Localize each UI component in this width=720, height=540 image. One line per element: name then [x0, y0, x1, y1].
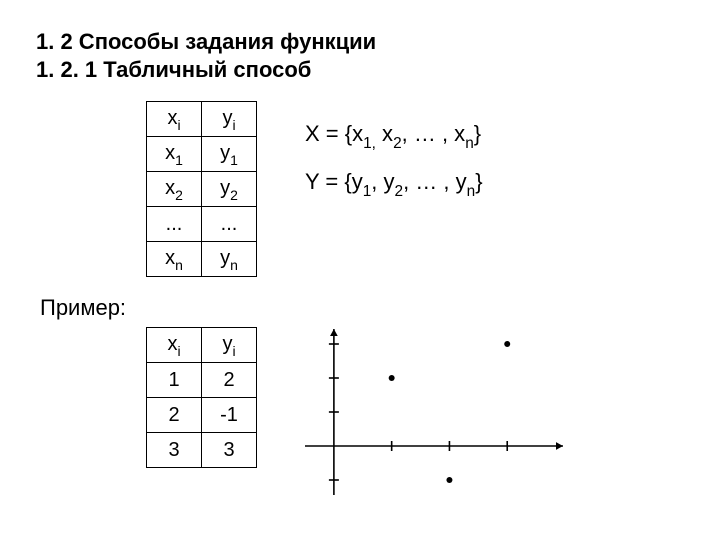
cell-sub: n	[230, 257, 238, 273]
table-row: 1 2	[147, 363, 257, 398]
set-definitions: X = {x1, x2, … , xn} Y = {y1, y2, … , yn…	[305, 101, 483, 206]
cell: 3	[147, 433, 202, 468]
set-x: X = {x1, x2, … , xn}	[305, 111, 483, 159]
table-row: x1 y1	[147, 137, 257, 172]
set-y: Y = {y1, y2, … , yn}	[305, 159, 483, 207]
cell-sub: 2	[230, 187, 238, 203]
cell: ...	[202, 207, 257, 242]
cell-text: x	[165, 142, 175, 164]
table-row: ... ...	[147, 207, 257, 242]
cell: xn	[147, 242, 202, 277]
text: , … , y	[403, 169, 467, 194]
scatter-chart	[305, 327, 565, 497]
cell-sub: 1	[175, 152, 183, 168]
cell-text: x	[167, 107, 177, 129]
cell: 3	[202, 433, 257, 468]
table-row: 2 -1	[147, 398, 257, 433]
table-row: 3 3	[147, 433, 257, 468]
table-row: xi yi	[147, 102, 257, 137]
heading-line-2: 1. 2. 1 Табличный способ	[36, 56, 684, 84]
cell: yi	[202, 328, 257, 363]
definition-table: xi yi x1 y1 x2 y2 ... ... xn yn	[146, 101, 257, 277]
cell: xi	[147, 328, 202, 363]
text: }	[475, 169, 482, 194]
cell-text: x	[165, 247, 175, 269]
slide: 1. 2 Способы задания функции 1. 2. 1 Таб…	[0, 0, 720, 540]
cell: 2	[147, 398, 202, 433]
cell: y1	[202, 137, 257, 172]
sub: 2	[393, 135, 402, 152]
text: Y = {y	[305, 169, 363, 194]
example-table: xi yi 1 2 2 -1 3 3	[146, 327, 257, 468]
heading-line-1: 1. 2 Способы задания функции	[36, 28, 684, 56]
sub: 2	[395, 183, 404, 200]
sub: 1,	[363, 135, 376, 152]
cell: yn	[202, 242, 257, 277]
cell-text: y	[220, 142, 230, 164]
sub: n	[465, 135, 474, 152]
cell: xi	[147, 102, 202, 137]
table-row: xn yn	[147, 242, 257, 277]
cell: x2	[147, 172, 202, 207]
cell-text: y	[220, 247, 230, 269]
text: }	[474, 121, 481, 146]
table-row: xi yi	[147, 328, 257, 363]
cell-sub: 1	[230, 152, 238, 168]
cell: yi	[202, 102, 257, 137]
text: , y	[371, 169, 394, 194]
cell-text: y	[222, 333, 232, 355]
cell-text: x	[165, 177, 175, 199]
cell-text: y	[222, 107, 232, 129]
cell: x1	[147, 137, 202, 172]
cell-sub: 2	[175, 187, 183, 203]
example-label: Пример:	[40, 295, 684, 321]
table-row: x2 y2	[147, 172, 257, 207]
sub: n	[467, 183, 476, 200]
sub: 1	[363, 183, 372, 200]
cell-sub: i	[232, 343, 235, 359]
cell: 2	[202, 363, 257, 398]
text: , … , x	[402, 121, 466, 146]
text: X = {x	[305, 121, 363, 146]
row-table-and-sets: xi yi x1 y1 x2 y2 ... ... xn yn X = {x1	[146, 101, 684, 277]
cell-sub: n	[175, 257, 183, 273]
cell-sub: i	[232, 117, 235, 133]
cell-sub: i	[177, 343, 180, 359]
text: x	[376, 121, 393, 146]
cell-sub: i	[177, 117, 180, 133]
cell: -1	[202, 398, 257, 433]
cell: y2	[202, 172, 257, 207]
heading: 1. 2 Способы задания функции 1. 2. 1 Таб…	[36, 28, 684, 83]
cell: 1	[147, 363, 202, 398]
row-example: xi yi 1 2 2 -1 3 3	[146, 327, 684, 497]
cell-text: y	[220, 177, 230, 199]
cell: ...	[147, 207, 202, 242]
cell-text: x	[167, 333, 177, 355]
